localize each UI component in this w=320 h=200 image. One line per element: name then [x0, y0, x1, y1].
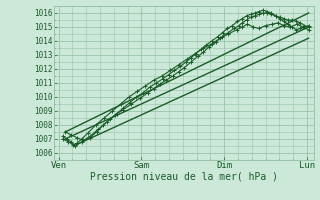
X-axis label: Pression niveau de la mer( hPa ): Pression niveau de la mer( hPa ): [90, 172, 278, 182]
